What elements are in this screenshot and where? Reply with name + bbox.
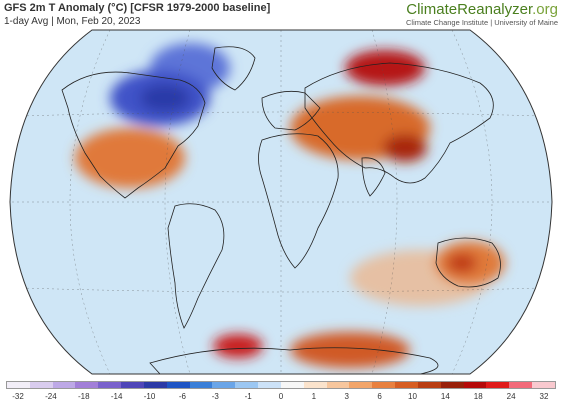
anomaly-us-warm (75, 128, 185, 188)
africa-outline (258, 133, 339, 269)
graticule-lat-south (21, 287, 541, 293)
legend-bin (463, 382, 487, 388)
north-america-outline (61, 71, 206, 199)
coastlines (61, 46, 501, 374)
legend-tick-label: -24 (45, 392, 57, 401)
map-title: GFS 2m T Anomaly (°C) [CFSR 1979-2000 ba… (4, 2, 271, 14)
legend-bin (75, 382, 99, 388)
south-america-outline (167, 203, 225, 329)
legend-color-bar (6, 381, 556, 389)
legend-tick-label: 0 (278, 392, 284, 401)
legend-bin (121, 382, 144, 388)
legend-tick-label: -14 (110, 392, 123, 401)
map-svg (9, 29, 553, 375)
anomaly-layer (75, 43, 505, 368)
graticule-lat-north (21, 111, 541, 117)
legend-bin (532, 382, 555, 388)
anomaly-antarctica-warm (290, 332, 410, 368)
legend-bin (52, 382, 76, 388)
asia-outline (304, 62, 494, 184)
legend-bin (166, 382, 190, 388)
legend-tick-label: 10 (408, 392, 417, 401)
legend-bin (98, 382, 122, 388)
legend-tick-label: -32 (12, 392, 24, 401)
antarctica-outline (149, 347, 439, 374)
legend-tick-label: 3 (344, 392, 349, 401)
globe (10, 30, 552, 374)
legend-bin (303, 382, 327, 388)
legend-tick-label: -18 (77, 392, 90, 401)
anomaly-australia-hot (447, 253, 477, 273)
brand-logo[interactable]: ClimateReanalyzer.org Climate Change Ins… (406, 1, 558, 27)
legend-bin (349, 382, 373, 388)
map-subtitle: 1-day Avg | Mon, Feb 20, 2023 (4, 16, 141, 27)
brand-name-suffix: .org (532, 1, 558, 18)
australia-outline (435, 237, 501, 288)
graticule-meridian-far-east (451, 30, 493, 374)
greenland-outline (211, 46, 256, 91)
legend-tick-label: 32 (539, 392, 549, 401)
legend-bin (417, 382, 441, 388)
brand-subtitle: Climate Change Institute | University of… (405, 18, 558, 27)
anomaly-china-hot (383, 134, 427, 162)
legend-bin (235, 382, 259, 388)
legend-tick-label: -10 (143, 392, 156, 401)
legend-tick-label: -3 (211, 392, 219, 401)
legend-bin (395, 382, 418, 388)
legend-bin (509, 382, 533, 388)
legend-bin (440, 382, 464, 388)
graticule-meridian-east (371, 30, 398, 374)
color-legend: -32 -24 -18 -14 -10 -6 -3 -1 0 1 3 6 10 14 18 24 32 (6, 381, 556, 405)
globe-border (9, 29, 553, 375)
legend-tick-label: 24 (506, 392, 516, 401)
legend-tick-labels: -32 -24 -18 -14 -10 -6 -3 -1 0 1 3 6 10 14 18 24 32 (6, 392, 556, 404)
legend-tick-label: -1 (244, 392, 252, 401)
graticule-meridian-far-west (69, 30, 111, 374)
brand-name-main: ClimateReanalyzer (406, 1, 533, 18)
legend-bin (280, 382, 304, 388)
legend-bin (258, 382, 281, 388)
anomaly-antarctica-hot (213, 334, 263, 358)
legend-tick-label: 14 (440, 392, 450, 401)
legend-bin (212, 382, 236, 388)
legend-bin (143, 382, 167, 388)
legend-bin (29, 382, 53, 388)
anomaly-canada-cold-core (140, 84, 190, 112)
brand-name: ClimateReanalyzer.org (406, 1, 558, 18)
legend-tick-label: 18 (473, 392, 483, 401)
legend-bin (326, 382, 350, 388)
legend-bin (7, 382, 30, 388)
graticule (12, 30, 550, 374)
legend-tick-label: 6 (377, 392, 382, 401)
anomaly-siberia-hot (345, 50, 425, 86)
europe-outline (261, 90, 321, 131)
legend-bin (372, 382, 396, 388)
graticule-meridian-west (164, 30, 191, 374)
anomaly-map (0, 28, 562, 376)
legend-tick-label: 1 (311, 392, 317, 401)
india-outline (361, 157, 386, 197)
legend-tick-label: -6 (178, 392, 186, 401)
legend-bin (486, 382, 510, 388)
legend-bin (189, 382, 213, 388)
